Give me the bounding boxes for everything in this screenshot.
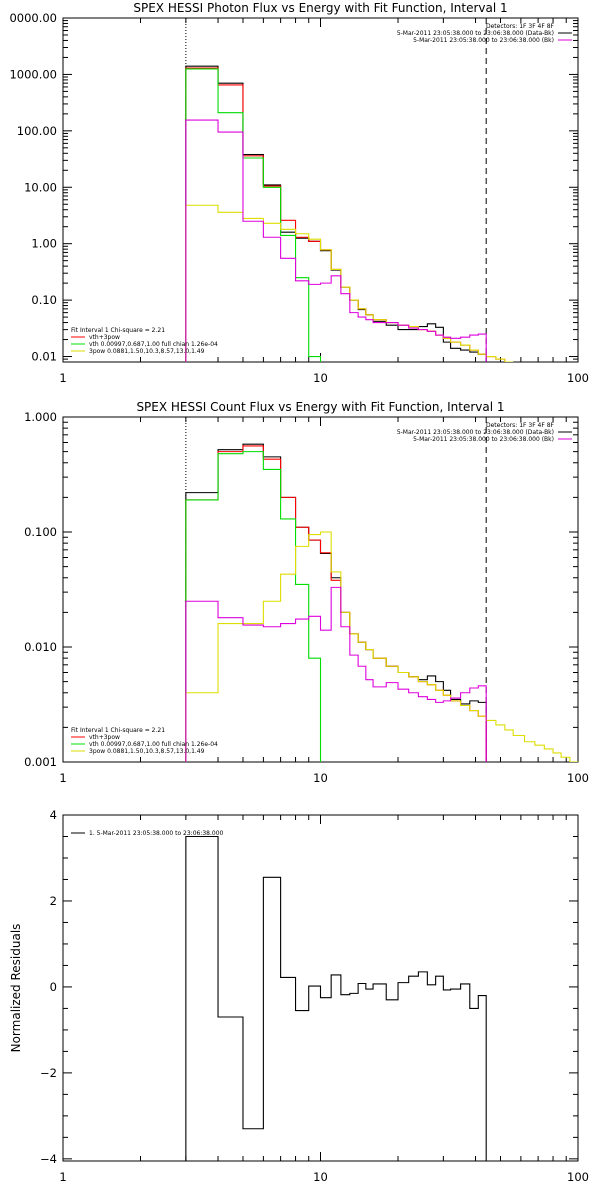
series-vth: [185, 68, 332, 362]
series-powerlaw: [185, 531, 578, 762]
plot-frame: [62, 17, 579, 363]
y-tick-label: 10.00: [24, 180, 57, 194]
series-bk: [185, 586, 487, 762]
legend-entry: 5-Mar-2011 23:05:38.000 to 23:06:38.000 …: [397, 429, 554, 436]
series-data: [185, 835, 487, 1161]
legend-entry: Fit Interval 1 Chi-square = 2.21: [71, 727, 165, 734]
series-data: [185, 65, 487, 362]
x-tick-label: 100: [567, 1170, 589, 1184]
y-tick-label: 0000.00: [9, 11, 57, 25]
x-tick-label: 100: [567, 771, 589, 785]
x-tick-label: 10: [313, 1170, 328, 1184]
y-axis-label: Normalized Residuals: [9, 924, 23, 1053]
y-tick-label: 0.01: [31, 350, 57, 364]
legend-entry: 1. 5-Mar-2011 23:05:38.000 to 23:06:38.0…: [89, 830, 224, 837]
x-tick-label: 10: [313, 371, 328, 385]
series-bk: [185, 119, 487, 362]
y-tick-label: 0.100: [24, 525, 57, 539]
chart-title: SPEX HESSI Count Flux vs Energy with Fit…: [136, 400, 504, 414]
chart-title: SPEX HESSI Photon Flux vs Energy with Fi…: [133, 1, 507, 15]
count-flux-panel: SPEX HESSI Count Flux vs Energy with Fit…: [24, 400, 589, 785]
x-tick-label: 10: [313, 771, 328, 785]
legend-entry: 3pow 0.0881,1.50,10.3,8.57,13.0,1.49: [89, 348, 205, 355]
legend-entry: 5-Mar-2011 23:05:38.000 to 23:06:38.000 …: [413, 436, 554, 443]
x-tick-label: 1: [59, 771, 66, 785]
photon-flux-panel: SPEX HESSI Photon Flux vs Energy with Fi…: [9, 1, 589, 385]
y-tick-label: 1000.00: [9, 67, 57, 81]
series-model: [185, 67, 514, 362]
y-tick-label: 1.000: [24, 410, 57, 424]
y-tick-label: 0.001: [24, 755, 57, 769]
y-tick-label: 0: [50, 980, 57, 994]
legend-entry: 5-Mar-2011 23:05:38.000 to 23:06:38.000 …: [413, 37, 554, 44]
y-tick-label: 100.00: [17, 124, 57, 138]
legend-entry: vth+3pow: [89, 734, 120, 741]
legend-entry: vth 0.00997,0.687,1.00 full chian 1.26e-…: [89, 741, 218, 748]
series-powerlaw: [185, 204, 514, 362]
legend-entry: 5-Mar-2011 23:05:38.000 to 23:06:38.000 …: [397, 30, 554, 37]
series-model: [185, 445, 487, 762]
legend-entry: vth 0.00997,0.687,1.00 full chian 1.26e-…: [89, 341, 218, 348]
x-tick-label: 1: [59, 371, 66, 385]
residuals-panel: Normalized Residuals 1 10 100 −4 −2 0 2 4 1. 5-Ma…: [9, 808, 589, 1184]
y-tick-label: −2: [40, 1066, 57, 1080]
y-tick-label: 2: [50, 894, 57, 908]
y-tick-label: 0.10: [31, 293, 57, 307]
legend-entry: Detectors: 1F 3F 4F 8F: [486, 23, 555, 30]
legend-entry: Fit Interval 1 Chi-square = 2.21: [71, 327, 165, 334]
x-tick-label: 1: [59, 1170, 66, 1184]
series-vth: [185, 451, 332, 762]
legend-entry: 3pow 0.0881,1.50,10.3,8.57,13.0,1.49: [89, 748, 205, 755]
y-tick-label: 0.010: [24, 640, 57, 654]
x-tick-label: 100: [567, 371, 589, 385]
y-tick-label: −4: [40, 1152, 57, 1166]
series-data: [185, 443, 487, 762]
y-tick-label: 4: [50, 808, 57, 822]
legend-entry: vth+3pow: [89, 334, 120, 341]
y-tick-label: 1.00: [31, 237, 57, 251]
legend-entry: Detectors: 1F 3F 4F 8F: [486, 422, 555, 429]
